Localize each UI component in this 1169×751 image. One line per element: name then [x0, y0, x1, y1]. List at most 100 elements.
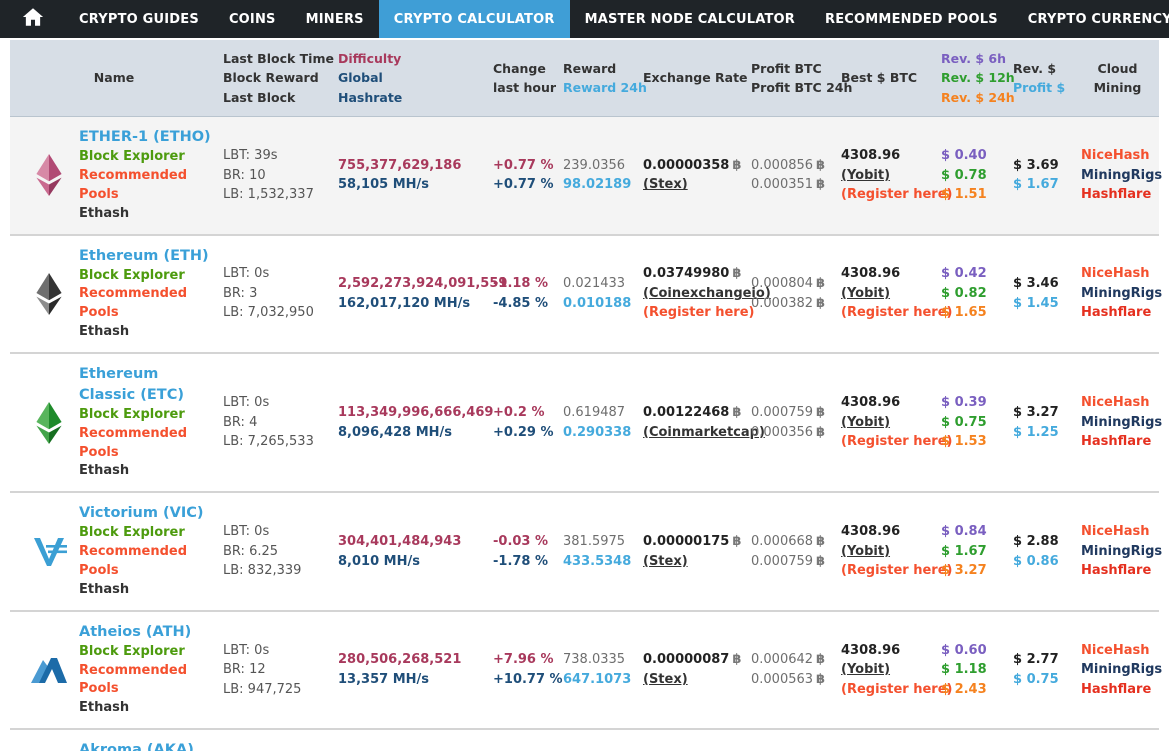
last-block: LB: 947,725 — [223, 681, 302, 697]
block-reward: BR: 3 — [223, 285, 258, 301]
rev-12h-value: $ 0.75 — [941, 414, 987, 430]
nav-item-miners[interactable]: MINERS — [305, 11, 364, 27]
cloud-mining-hashflare-link[interactable]: Hashflare — [1081, 563, 1152, 579]
exchange-register-link[interactable]: (Register here) — [643, 305, 755, 321]
nav-items: CRYPTO GUIDES COINS MINERS CRYPTO CALCULATO… — [64, 0, 1169, 38]
cloud-mining-miningrigs-link[interactable]: MiningRigs — [1081, 167, 1163, 183]
cloud-mining-nicehash-link[interactable]: NiceHash — [1081, 148, 1150, 164]
cloud-mining-hashflare-link[interactable]: Hashflare — [1081, 187, 1152, 203]
profit-usd-sort-link[interactable]: Profit $ — [1013, 80, 1066, 96]
table-row: Victorium (VIC) Block Explorer Recommend… — [10, 492, 1163, 612]
recommended-pools-link[interactable]: Recommended Pools — [79, 662, 188, 697]
algorithm-label: Ethash — [79, 700, 130, 716]
col-header-name: Name — [10, 40, 218, 118]
global-sort-link[interactable]: Global — [338, 70, 383, 86]
best-register-link[interactable]: (Register here) — [841, 681, 953, 697]
home-nav-item[interactable] — [0, 0, 64, 38]
exchange-link[interactable]: (Stex) — [643, 671, 688, 687]
change-difficulty: -0.03 % — [493, 534, 549, 549]
nav-item-recommended-pools[interactable]: RECOMMENDED POOLS — [825, 11, 998, 27]
cloud-mining-miningrigs-link[interactable]: MiningRigs — [1081, 285, 1163, 301]
cloud-mining-nicehash-link[interactable]: NiceHash — [1081, 266, 1150, 282]
best-register-link[interactable]: (Register here) — [841, 187, 953, 203]
rev-24h-value: $ 3.27 — [941, 563, 987, 579]
coin-name-link[interactable]: ETHER-1 (ETHO) — [79, 129, 211, 146]
btc-symbol-icon: ฿ — [816, 553, 826, 569]
reward-24h-value: 98.02189 — [563, 177, 632, 193]
coin-icon — [29, 653, 69, 687]
top-nav: CRYPTO GUIDES COINS MINERS CRYPTO CALCULATO… — [0, 0, 1169, 38]
rev-24h-value: $ 1.53 — [941, 434, 987, 450]
btc-symbol-icon: ฿ — [816, 671, 826, 687]
coin-name-link[interactable]: Ethereum Classic (ETC) — [79, 365, 184, 403]
nav-item-crypto-calculator[interactable]: CRYPTO CALCULATOR — [378, 0, 570, 38]
btc-symbol-icon: ฿ — [732, 652, 742, 668]
cloud-mining-hashflare-link[interactable]: Hashflare — [1081, 434, 1152, 450]
block-explorer-link[interactable]: Block Explorer — [79, 406, 185, 422]
btc-symbol-icon: ฿ — [732, 266, 742, 282]
last-block: LB: 1,532,337 — [223, 187, 314, 203]
cloud-mining-nicehash-link[interactable]: NiceHash — [1081, 524, 1150, 540]
cloud-mining-miningrigs-link[interactable]: MiningRigs — [1081, 543, 1163, 559]
exchange-link[interactable]: (Coinmarketcap) — [643, 424, 765, 440]
difficulty-sort-link[interactable]: Difficulty — [338, 51, 402, 66]
cloud-mining-hashflare-link[interactable]: Hashflare — [1081, 305, 1152, 321]
best-register-link[interactable]: (Register here) — [841, 434, 953, 450]
block-explorer-link[interactable]: Block Explorer — [79, 267, 185, 283]
rev-usd-value: $ 3.46 — [1013, 276, 1059, 292]
exchange-link[interactable]: (Stex) — [643, 177, 688, 193]
recommended-pools-link[interactable]: Recommended Pools — [79, 167, 188, 202]
nav-item-crypto-currency-statistics[interactable]: CRYPTO CURRENCY STATISTICS — [1027, 11, 1169, 27]
rev-usd-value: $ 3.69 — [1013, 157, 1059, 173]
exchange-link[interactable]: (Stex) — [643, 553, 688, 569]
nav-item-coins[interactable]: COINS — [228, 11, 276, 27]
coin-name-link[interactable]: Victorium (VIC) — [79, 505, 204, 522]
cloud-mining-hashflare-link[interactable]: Hashflare — [1081, 681, 1152, 697]
col-header-profit-btc: Profit BTC Profit BTC 24h — [746, 40, 852, 118]
col-header-rev-periods: Rev. $ 6h Rev. $ 12h Rev. $ 24h — [936, 40, 1015, 118]
coin-icon — [29, 533, 69, 571]
coin-name-link[interactable]: Ethereum (ETH) — [79, 247, 209, 264]
block-explorer-link[interactable]: Block Explorer — [79, 149, 185, 165]
best-btc-value: 4308.96 — [841, 266, 901, 282]
hashrate-sort-link[interactable]: Hashrate — [338, 89, 403, 105]
cloud-mining-nicehash-link[interactable]: NiceHash — [1081, 395, 1150, 411]
recommended-pools-link[interactable]: Recommended Pools — [79, 286, 188, 321]
best-register-link[interactable]: (Register here) — [841, 305, 953, 321]
coin-icon — [29, 401, 69, 444]
nav-item-crypto-guides[interactable]: CRYPTO GUIDES — [79, 11, 199, 27]
table-row: ETHER-1 (ETHO) Block Explorer Recommende… — [10, 116, 1163, 236]
best-exchange-link[interactable]: (Yobit) — [841, 285, 891, 301]
best-exchange-link[interactable]: (Yobit) — [841, 543, 891, 559]
global-hashrate-value: 8,010 MH/s — [338, 553, 420, 569]
coin-name-link[interactable]: Atheios (ATH) — [79, 623, 192, 640]
best-exchange-link[interactable]: (Yobit) — [841, 414, 891, 430]
col-header-rev-profit: Rev. $ Profit $ — [1008, 40, 1076, 118]
rev6-sort-link[interactable]: Rev. $ 6h — [941, 51, 1006, 66]
exchange-link[interactable]: (Coinexchangeio) — [643, 285, 771, 301]
block-explorer-link[interactable]: Block Explorer — [79, 525, 185, 541]
change-hashrate: -1.78 % — [493, 553, 549, 569]
cloud-mining-nicehash-link[interactable]: NiceHash — [1081, 642, 1150, 658]
cloud-mining-miningrigs-link[interactable]: MiningRigs — [1081, 414, 1163, 430]
difficulty-value: 113,349,996,666,469 — [338, 405, 494, 421]
table-header-row: Name Last Block Time Block Reward Last B… — [10, 40, 1159, 118]
change-difficulty: +0.77 % — [493, 157, 554, 173]
block-explorer-link[interactable]: Block Explorer — [79, 643, 185, 659]
best-exchange-link[interactable]: (Yobit) — [841, 662, 891, 678]
coin-name-link[interactable]: Akroma (AKA) — [79, 742, 194, 751]
recommended-pools-link[interactable]: Recommended Pools — [79, 544, 188, 579]
profit-usd-value: $ 0.86 — [1013, 553, 1059, 569]
reward-value: 0.619487 — [563, 405, 626, 421]
best-register-link[interactable]: (Register here) — [841, 563, 953, 579]
rev12-sort-link[interactable]: Rev. $ 12h — [941, 70, 1015, 86]
rev24-sort-link[interactable]: Rev. $ 24h — [941, 89, 1015, 105]
nav-item-master-node-calculator[interactable]: MASTER NODE CALCULATOR — [584, 11, 796, 27]
cloud-mining-miningrigs-link[interactable]: MiningRigs — [1081, 662, 1163, 678]
best-exchange-link[interactable]: (Yobit) — [841, 167, 891, 183]
recommended-pools-link[interactable]: Recommended Pools — [79, 425, 188, 460]
reward-value: 0.021433 — [563, 276, 626, 292]
reward24-sort-link[interactable]: Reward 24h — [563, 80, 647, 96]
exchange-rate-value: 0.00000175 — [643, 534, 730, 549]
col-header-difficulty: Difficulty Global Hashrate — [333, 40, 488, 118]
